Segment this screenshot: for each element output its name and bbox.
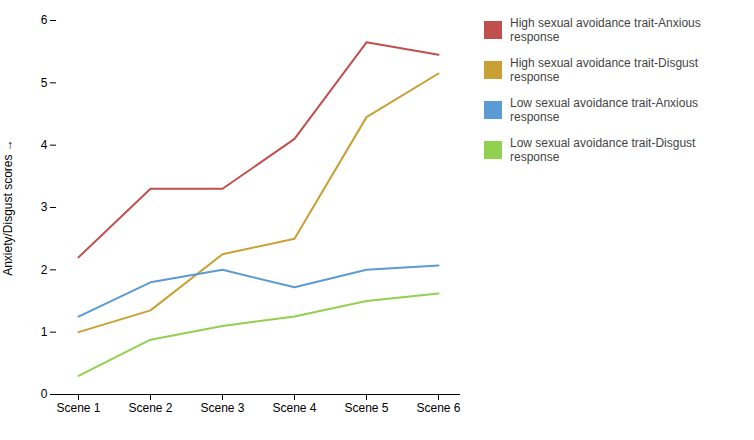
svg-text:Anxiety/Disgust scores →: Anxiety/Disgust scores → xyxy=(1,139,15,276)
svg-text:Scene 1: Scene 1 xyxy=(56,401,100,415)
svg-text:6: 6 xyxy=(41,13,48,27)
svg-text:Scene 5: Scene 5 xyxy=(344,401,388,415)
svg-text:3: 3 xyxy=(41,200,48,214)
html-text:High sexual avoidance trait-An: High sexual avoidance trait-Anxious resp… xyxy=(510,16,701,44)
svg-text:Scene 4: Scene 4 xyxy=(272,401,316,415)
svg-text:1: 1 xyxy=(41,325,48,339)
svg-text:Scene 6: Scene 6 xyxy=(416,401,460,415)
svg-text:Scene 3: Scene 3 xyxy=(200,401,244,415)
html-text:Low sexual avoidance trait-Anx: Low sexual avoidance trait-Anxious respo… xyxy=(510,96,699,124)
svg-text:Scene 2: Scene 2 xyxy=(128,401,172,415)
svg-text:2: 2 xyxy=(41,263,48,277)
html-text:Low sexual avoidance trait-Dis: Low sexual avoidance trait-Disgust respo… xyxy=(510,136,696,164)
svg-text:5: 5 xyxy=(41,76,48,90)
svg-text:0: 0 xyxy=(41,387,48,401)
svg-text:4: 4 xyxy=(41,138,48,152)
html-text:High sexual avoidance trait-Di: High sexual avoidance trait-Disgust resp… xyxy=(510,56,699,84)
